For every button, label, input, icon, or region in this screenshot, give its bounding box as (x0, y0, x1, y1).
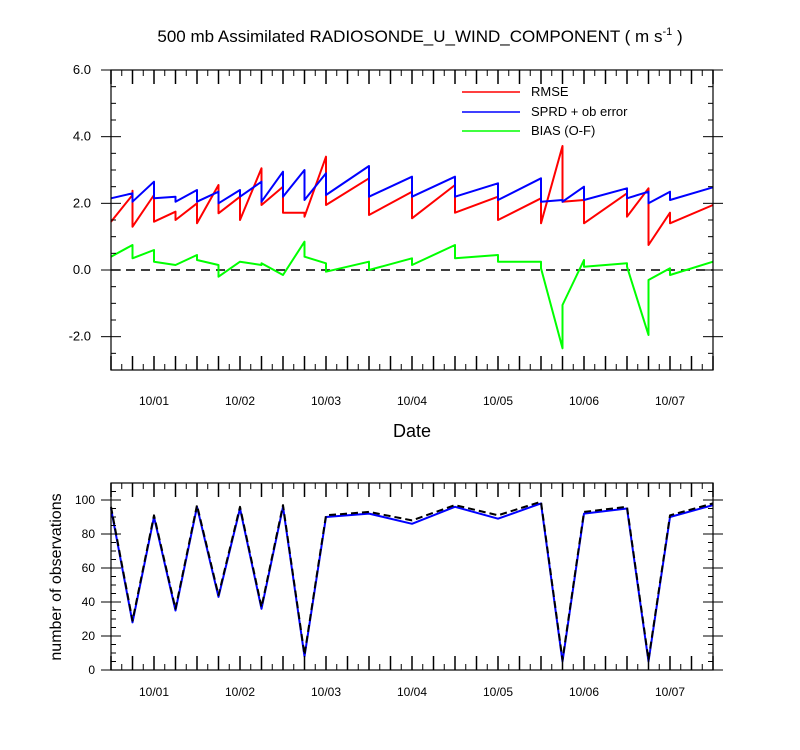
x-tick-label: 10/06 (569, 394, 599, 408)
x-tick-label: 10/02 (225, 394, 255, 408)
series-line-rmse (110, 145, 714, 246)
y-tick-label: 60 (82, 561, 96, 575)
y-tick-label: -2.0 (69, 329, 91, 344)
x-tick-label: 10/05 (483, 394, 513, 408)
y-tick-label: 4.0 (73, 129, 91, 144)
x-tick-label: 10/07 (655, 685, 685, 699)
y-tick-label: 0 (88, 663, 95, 677)
x-tick-label: 10/04 (397, 394, 427, 408)
legend: RMSE SPRD + ob error BIAS (O-F) (462, 84, 628, 138)
y-tick-label: 20 (82, 629, 96, 643)
x-tick-label: 10/02 (225, 685, 255, 699)
title-superscript: -1 (662, 26, 672, 38)
top-panel: 10/01 10/02 10/03 10/04 10/05 10/06 10/07 6.0 4.… (69, 62, 723, 441)
x-tick-label: 10/07 (655, 394, 685, 408)
y-tick-label: 80 (82, 527, 96, 541)
y-axis-title-observations: number of observations (48, 493, 65, 660)
top-ticks-group: 10/01 10/02 10/03 10/04 10/05 10/06 10/07 6.0 4.… (69, 62, 723, 408)
title-main: 500 mb Assimilated RADIOSONDE_U_WIND_COM… (157, 27, 662, 46)
bottom-ticks-group: 10/01 10/02 10/03 10/04 10/05 10/06 10/07 100 80… (75, 482, 723, 699)
series-line-bias-o-f (110, 240, 714, 350)
y-tick-label: 100 (75, 493, 95, 507)
y-tick-label: 0.0 (73, 262, 91, 277)
series-line-observations-used (110, 502, 714, 663)
x-tick-label: 10/03 (311, 394, 341, 408)
y-tick-label: 40 (82, 595, 96, 609)
top-series-group (110, 145, 714, 350)
y-tick-label: 6.0 (73, 62, 91, 77)
x-axis-title: Date (393, 421, 431, 441)
legend-sprd-label: SPRD + ob error (531, 104, 628, 119)
title-suffix: ) (672, 27, 682, 46)
legend-rmse-label: RMSE (531, 84, 569, 99)
legend-bias-label: BIAS (O-F) (531, 123, 595, 138)
bottom-series-group (110, 500, 714, 663)
x-tick-label: 10/01 (139, 685, 169, 699)
x-tick-label: 10/05 (483, 685, 513, 699)
x-tick-label: 10/03 (311, 685, 341, 699)
bottom-panel: 10/01 10/02 10/03 10/04 10/05 10/06 10/07 100 80… (48, 482, 723, 699)
top-plot-frame (110, 69, 714, 371)
x-tick-label: 10/01 (139, 394, 169, 408)
x-tick-label: 10/06 (569, 685, 599, 699)
x-tick-label: 10/04 (397, 685, 427, 699)
series-line-sprd-ob-error (110, 165, 714, 205)
chart-title: 500 mb Assimilated RADIOSONDE_U_WIND_COM… (157, 26, 682, 46)
series-line-observations-possible (110, 500, 714, 661)
y-tick-label: 2.0 (73, 195, 91, 210)
bottom-plot-frame (110, 482, 714, 671)
